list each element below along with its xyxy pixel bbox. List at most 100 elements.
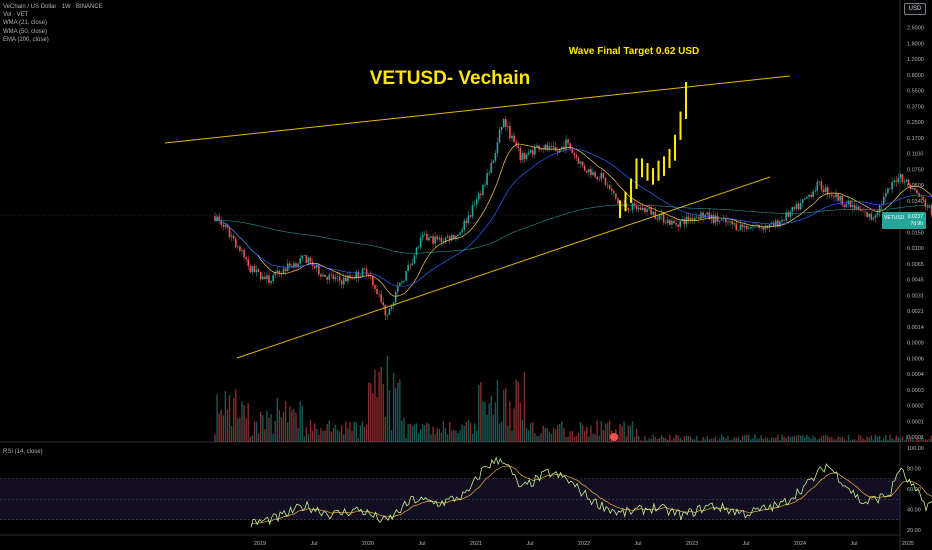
price-axis-label: 2.6000	[907, 26, 924, 32]
volume-bar	[922, 439, 924, 442]
volume-bar	[309, 420, 312, 442]
volume-bar	[305, 427, 308, 442]
volume-bar	[380, 367, 382, 442]
candle-body	[396, 285, 399, 292]
candle-body	[367, 274, 370, 276]
time-axis-label: 2024	[794, 541, 806, 547]
candle-body	[251, 266, 254, 273]
projection-bar	[685, 82, 687, 120]
volume-bar	[316, 428, 318, 442]
volume-bar	[546, 428, 549, 442]
candle-body	[338, 276, 341, 281]
candle-body	[353, 278, 355, 279]
time-axis: 2019 Jul 2020 Jul 2021 Jul 2022 Jul 2023 Jul 2024 J…	[254, 541, 914, 547]
candle-body	[851, 205, 854, 207]
volume-bar	[299, 401, 301, 442]
volume-bar	[930, 435, 932, 442]
candle-body	[662, 213, 665, 223]
candle-body	[727, 221, 729, 223]
volume-bar	[216, 394, 218, 442]
candle-body	[218, 216, 220, 221]
volume-bars	[214, 355, 932, 442]
candle-body	[507, 125, 509, 127]
volume-bar	[926, 440, 929, 442]
volume-bar	[239, 417, 241, 442]
candle-body	[812, 191, 814, 197]
candle-body	[523, 153, 526, 159]
volume-bar	[837, 436, 839, 442]
candle-body	[430, 236, 432, 238]
volume-bar	[764, 437, 767, 442]
volume-bar	[826, 436, 829, 442]
candle-body	[482, 185, 484, 195]
candle-body	[673, 220, 675, 224]
candle-body	[490, 162, 493, 173]
candle-body	[378, 294, 380, 295]
candle-body	[891, 182, 893, 190]
volume-bar	[893, 439, 895, 442]
candle-body	[671, 220, 673, 225]
candle-body	[374, 285, 376, 289]
volume-bar	[727, 435, 729, 442]
candle-body	[885, 193, 887, 197]
candle-body	[224, 224, 227, 227]
volume-bar	[895, 435, 897, 442]
candle-body	[411, 263, 414, 266]
lower-trendline	[236, 176, 771, 359]
volume-bar	[351, 430, 353, 442]
rsi-legend[interactable]: RSI (14, close)	[3, 449, 43, 455]
volume-bar	[743, 435, 746, 442]
candle-body	[845, 204, 848, 207]
volume-bar	[629, 425, 632, 442]
candle-body	[866, 211, 868, 217]
volume-bar	[226, 409, 229, 442]
candle-body	[216, 216, 218, 221]
volume-bar	[318, 434, 320, 442]
candle-body	[295, 263, 297, 268]
volume-bar	[534, 433, 536, 442]
volume-bar	[820, 436, 823, 442]
candle-body	[307, 257, 310, 264]
candle-body	[525, 154, 528, 159]
legend-wma50[interactable]: WMA (50, close)	[3, 28, 48, 35]
volume-bar	[446, 434, 449, 442]
candle-body	[689, 218, 692, 221]
volume-bar	[367, 382, 370, 442]
volume-bar	[689, 436, 692, 442]
candle-body	[804, 198, 806, 200]
legend-symbol[interactable]: VeChain / US Dollar · 1W · BINANCE	[3, 4, 103, 10]
wma-50-line	[214, 148, 932, 287]
price-axis-label: 1.8000	[907, 41, 924, 47]
legend-volume[interactable]: Vol · VET	[3, 12, 29, 19]
candle-body	[874, 215, 877, 218]
candle-body	[615, 193, 617, 199]
volume-bar	[706, 436, 708, 442]
candle-body	[853, 205, 856, 209]
volume-bar	[646, 440, 648, 442]
volume-bar	[571, 430, 573, 442]
currency-button[interactable]: USD	[904, 3, 926, 15]
candle-body	[617, 198, 619, 204]
candle-body	[631, 203, 634, 210]
volume-bar	[887, 439, 889, 442]
candle-body	[666, 219, 669, 224]
volume-bar	[642, 440, 644, 442]
volume-bar	[845, 440, 848, 442]
volume-bar	[891, 438, 893, 442]
volume-bar	[658, 437, 661, 442]
candle-body	[390, 305, 393, 309]
volume-bar	[799, 435, 802, 442]
candle-body	[723, 218, 725, 220]
candle-body	[380, 294, 382, 302]
volume-bar	[251, 435, 254, 442]
legend-wma21[interactable]: WMA (21, close)	[3, 20, 48, 27]
volume-bar	[762, 438, 765, 442]
volume-bar	[409, 423, 411, 442]
volume-bar	[475, 430, 478, 442]
legend-ema200[interactable]: EMA (200, close)	[3, 36, 49, 43]
candle-body	[658, 215, 661, 220]
candle-body	[450, 235, 453, 241]
volume-bar	[577, 433, 580, 442]
volume-bar	[538, 435, 540, 442]
